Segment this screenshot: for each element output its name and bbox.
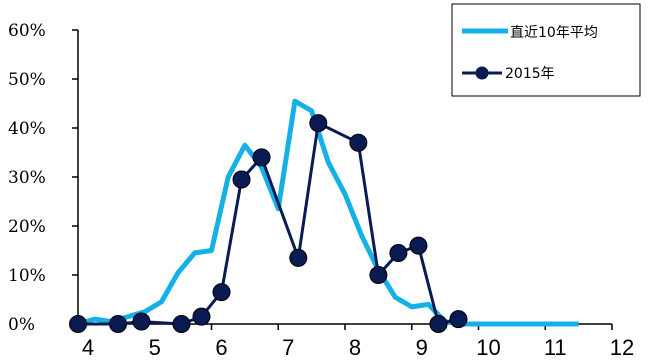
x-tick-label: 10 <box>476 335 500 360</box>
series-line-0 <box>77 98 579 327</box>
y-tick-label: 60% <box>8 21 46 41</box>
x-tick-label: 6 <box>215 335 227 360</box>
data-point <box>212 283 231 302</box>
y-tick-label: 50% <box>8 70 46 90</box>
data-point <box>232 170 251 189</box>
x-tick-label: 7 <box>282 335 294 360</box>
data-point <box>289 248 308 267</box>
legend-box <box>451 3 641 97</box>
data-point <box>109 315 128 333</box>
y-tick-label: 20% <box>8 217 46 237</box>
data-point <box>449 310 468 329</box>
data-point <box>132 312 151 331</box>
y-tick-label: 30% <box>8 168 46 188</box>
y-tick-label: 0% <box>8 315 35 335</box>
series-layer <box>69 98 579 333</box>
x-tick-label: 12 <box>610 335 634 360</box>
x-tick-label: 9 <box>416 335 428 360</box>
plot-area: 0% 10% 20% 30% 40% 50% 60% 4 5 6 7 8 9 10 11 12 <box>8 21 634 360</box>
y-tick-label: 40% <box>8 119 46 139</box>
data-point <box>389 243 408 262</box>
x-tick-label: 4 <box>82 335 94 360</box>
legend-marker-2015 <box>475 66 489 80</box>
data-point <box>369 266 388 284</box>
data-point <box>349 133 368 152</box>
data-point <box>409 236 428 255</box>
data-point <box>192 307 211 326</box>
x-axis-ticks: 4 5 6 7 8 9 10 11 12 <box>77 324 634 360</box>
data-point <box>69 315 87 333</box>
legend: 直近10年平均 2015年 <box>451 3 641 97</box>
y-axis-ticks: 0% 10% 20% 30% 40% 50% 60% <box>8 21 78 335</box>
data-point <box>309 114 328 133</box>
legend-label-2015: 2015年 <box>505 66 555 82</box>
legend-label-avg10: 直近10年平均 <box>510 24 598 41</box>
x-tick-label: 8 <box>349 335 361 360</box>
y-tick-label: 10% <box>8 266 46 286</box>
series-line-1 <box>78 121 459 326</box>
x-tick-label: 5 <box>149 335 161 360</box>
x-tick-label: 11 <box>544 335 567 360</box>
data-point <box>429 315 448 333</box>
data-point <box>252 148 271 167</box>
data-point <box>172 315 191 333</box>
